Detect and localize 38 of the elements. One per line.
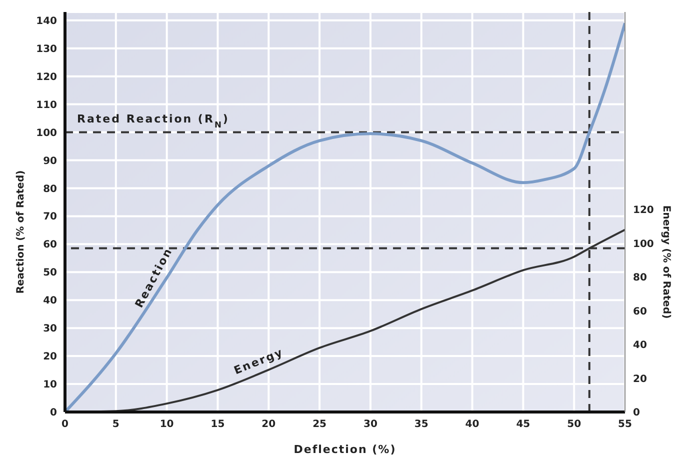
y-tick-label: 60 [43,240,58,251]
y2-tick-label: 80 [633,272,647,284]
y2-tick-label: 40 [633,340,647,352]
y-tick-label: 50 [43,268,58,279]
y-tick-label: 110 [36,100,58,111]
x-tick-label: 45 [516,419,530,430]
x-tick-label: 10 [160,419,174,430]
ref-line-label: Rated Reaction (R$_{N}$) [77,112,230,130]
y-tick-label: 20 [43,352,58,363]
x-tick-label: 20 [262,419,276,430]
y2-tick-label: 120 [633,205,654,216]
x-tick-label: 0 [62,419,69,430]
x-tick-label: 25 [312,419,327,430]
y-tick-label: 70 [43,212,58,223]
y2-tick-label: 100 [633,238,654,250]
y-tick-label: 40 [43,296,58,307]
y-tick-label: 90 [43,156,58,167]
y-tick-label: 130 [36,44,58,55]
x-tick-label: 50 [567,419,582,430]
x-tick-label: 35 [414,419,428,430]
y-tick-label: 10 [43,380,58,391]
y2-tick-label: 60 [633,306,647,318]
x-tick-label: 55 [618,419,632,430]
y-axis-title: Reaction (% of Rated) [16,170,27,294]
x-tick-label: 30 [363,419,378,430]
y-tick-label: 30 [43,324,58,335]
y-tick-label: 100 [36,128,58,139]
y-tick-label: 0 [50,408,58,419]
y-tick-label: 80 [43,184,58,195]
x-tick-label: 5 [112,419,120,430]
x-axis-title: Deflection (%) [294,443,396,456]
y2-tick-label: 0 [633,408,640,419]
x-tick-label: 40 [465,419,480,430]
y-tick-label: 120 [36,72,58,83]
y2-axis-title: Energy (% of Rated) [660,205,672,319]
y-tick-label: 140 [36,16,58,27]
y2-tick-label: 20 [633,374,647,385]
x-tick-label: 15 [210,419,225,430]
